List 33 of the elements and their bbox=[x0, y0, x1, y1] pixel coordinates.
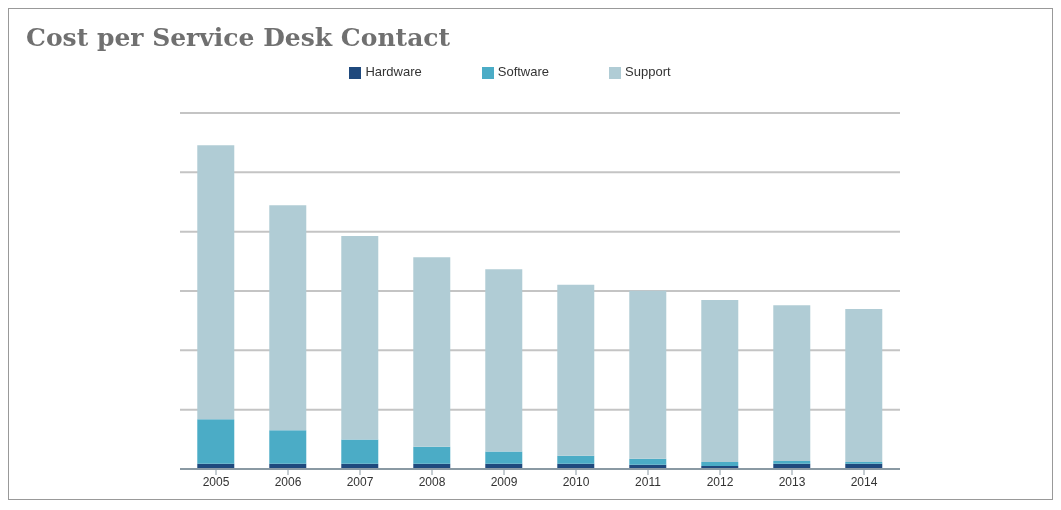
bar bbox=[341, 235, 379, 440]
x-tick-label: 2011 bbox=[635, 474, 662, 489]
bar bbox=[629, 290, 667, 459]
bar bbox=[557, 284, 595, 456]
legend-label: Software bbox=[497, 64, 550, 79]
bar bbox=[413, 257, 451, 447]
bar bbox=[413, 446, 451, 464]
bar bbox=[269, 430, 307, 464]
bar bbox=[845, 309, 883, 462]
chart-title: Cost per Service Desk Contact bbox=[26, 23, 451, 52]
x-tick-label: 2005 bbox=[202, 474, 230, 489]
bar bbox=[485, 269, 523, 452]
legend-label: Hardware bbox=[365, 64, 422, 79]
x-tick-label: 2010 bbox=[562, 474, 590, 489]
bar bbox=[629, 458, 667, 465]
bar bbox=[701, 461, 739, 467]
x-tick-label: 2006 bbox=[274, 474, 302, 489]
bar bbox=[197, 145, 235, 420]
bar bbox=[773, 305, 811, 461]
bar bbox=[701, 300, 739, 462]
x-tick-label: 2012 bbox=[706, 474, 734, 489]
bar bbox=[485, 451, 523, 464]
legend-label: Support bbox=[625, 64, 671, 79]
x-tick-label: 2008 bbox=[418, 474, 446, 489]
x-tick-label: 2007 bbox=[346, 474, 374, 489]
bar bbox=[557, 455, 595, 464]
x-tick-label: 2013 bbox=[778, 474, 806, 489]
x-tick-label: 2014 bbox=[850, 474, 878, 489]
bar bbox=[269, 205, 307, 431]
bar bbox=[341, 439, 379, 464]
bar bbox=[773, 460, 811, 464]
bar bbox=[197, 419, 235, 464]
x-tick-label: 2009 bbox=[490, 474, 518, 489]
